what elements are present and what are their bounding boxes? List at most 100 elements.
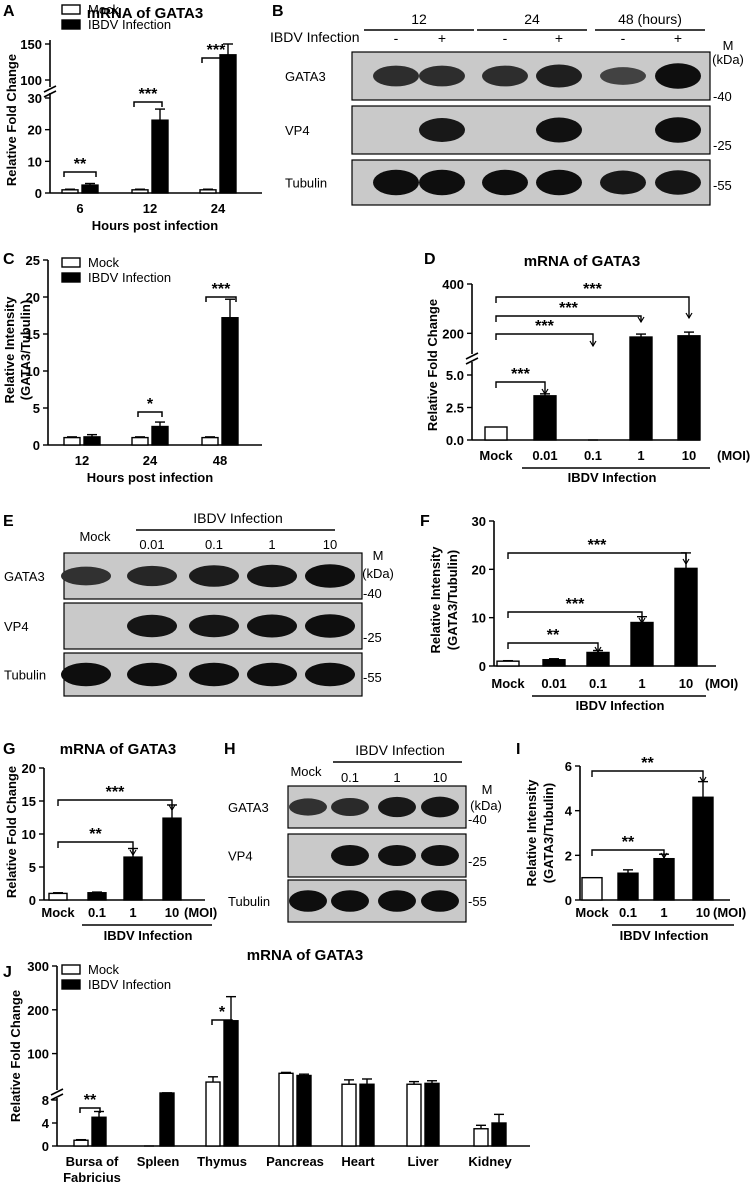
y-axis-label: Relative Intensity bbox=[428, 546, 443, 654]
y-tick-label: 0 bbox=[479, 659, 486, 674]
dose-label: 0.1 bbox=[205, 537, 223, 552]
x-axis-label: IBDV Infection bbox=[568, 470, 657, 485]
significance-stars: *** bbox=[511, 366, 530, 383]
bar-infection bbox=[83, 436, 101, 446]
blot-band bbox=[655, 117, 701, 143]
blot-row-label: Tubulin bbox=[228, 894, 270, 909]
significance-bracket bbox=[211, 1019, 233, 1025]
infection-label: IBDV Infection bbox=[355, 742, 445, 758]
y-tick-label: 6 bbox=[565, 759, 572, 774]
timepoint-label: 12 bbox=[411, 11, 427, 27]
x-tick-label: Liver bbox=[407, 1154, 438, 1169]
significance-bracket bbox=[63, 171, 97, 177]
chart-title: mRNA of GATA3 bbox=[60, 741, 176, 758]
y-axis-label: Relative Fold Change bbox=[4, 54, 19, 186]
bar-infection bbox=[491, 1122, 507, 1147]
significance-stars: *** bbox=[583, 281, 602, 298]
axis-break-mark bbox=[43, 85, 57, 93]
bar-mock bbox=[278, 1072, 294, 1147]
arrow-head bbox=[594, 646, 602, 654]
marker-size: -40 bbox=[713, 89, 732, 104]
x-tick-label: 12 bbox=[75, 453, 89, 468]
marker-label: M bbox=[723, 38, 734, 53]
lane-sign: + bbox=[674, 30, 682, 46]
bar-infection bbox=[629, 336, 653, 441]
bar-mock bbox=[406, 1083, 422, 1147]
bar-infection bbox=[123, 856, 143, 901]
significance-bracket bbox=[201, 57, 231, 63]
bar-infection bbox=[159, 1092, 175, 1147]
y-tick-label: 0 bbox=[35, 186, 42, 201]
marker-size: -40 bbox=[363, 586, 382, 601]
legend-label: Mock bbox=[88, 962, 120, 977]
y-tick-label: 150 bbox=[20, 37, 42, 52]
x-tick-label: 1 bbox=[660, 905, 667, 920]
blot-band bbox=[331, 844, 369, 867]
x-axis-label: Hours post infection bbox=[87, 470, 213, 485]
chart-title: mRNA of GATA3 bbox=[87, 5, 203, 22]
legend-label: IBDV Infection bbox=[88, 17, 171, 32]
significance-bracket bbox=[591, 849, 665, 858]
blot-band bbox=[421, 844, 459, 867]
bar-infection bbox=[296, 1074, 312, 1147]
blot-band bbox=[189, 662, 239, 687]
y-tick-label: 400 bbox=[442, 277, 464, 292]
blot-band bbox=[247, 564, 297, 588]
chart-title: mRNA of GATA3 bbox=[524, 253, 640, 270]
y-tick-label: 5 bbox=[33, 401, 40, 416]
bar-infection bbox=[219, 54, 237, 194]
legend-swatch-infection bbox=[61, 979, 81, 990]
blot-band bbox=[536, 117, 582, 143]
bar-mock bbox=[496, 660, 520, 667]
dose-label: 0.01 bbox=[139, 537, 164, 552]
axis-break-mark bbox=[50, 1093, 64, 1101]
bar-mock bbox=[341, 1083, 357, 1147]
panel-letter: C bbox=[3, 251, 15, 268]
blot-band bbox=[289, 890, 327, 912]
marker-label: (kDa) bbox=[362, 566, 394, 581]
dose-label: 10 bbox=[433, 770, 447, 785]
axis-break-mark bbox=[465, 357, 479, 365]
bar-mock bbox=[581, 876, 603, 901]
blot-band bbox=[189, 614, 239, 638]
y-tick-label: 20 bbox=[22, 761, 36, 776]
significance-stars: *** bbox=[588, 537, 607, 554]
bar-mock bbox=[201, 436, 219, 446]
blot-band bbox=[482, 65, 528, 87]
legend-label: IBDV Infection bbox=[88, 977, 171, 992]
blot-band bbox=[247, 662, 297, 687]
blot-row-label: VP4 bbox=[285, 123, 310, 138]
blot-row-label: Tubulin bbox=[4, 668, 46, 683]
blot-band bbox=[536, 169, 582, 196]
legend-label: IBDV Infection bbox=[88, 270, 171, 285]
bar-infection bbox=[359, 1083, 375, 1147]
blot-band bbox=[127, 662, 177, 687]
significance-stars: *** bbox=[139, 86, 158, 103]
blot-band bbox=[305, 614, 355, 638]
significance-bracket bbox=[591, 770, 704, 782]
y-tick-label: 4 bbox=[42, 1116, 50, 1131]
significance-bracket bbox=[57, 799, 173, 810]
bar-infection bbox=[87, 892, 107, 901]
significance-bracket bbox=[507, 552, 687, 564]
y-tick-label: 30 bbox=[28, 91, 42, 106]
significance-stars: *** bbox=[566, 596, 585, 613]
blot-band bbox=[378, 844, 416, 867]
panel-e: Mock IBDV Infection 0.01 0.1 1 10 GATA3 VP4 Tubu… bbox=[4, 510, 394, 697]
blot-band bbox=[600, 67, 646, 85]
blot-row-label: GATA3 bbox=[4, 569, 45, 584]
x-tick-label: 24 bbox=[211, 201, 226, 216]
y-tick-label: 10 bbox=[28, 154, 42, 169]
x-tick-label: Spleen bbox=[137, 1154, 180, 1169]
y-axis-label: Relative Fold Change bbox=[425, 299, 440, 431]
x-axis-label: IBDV Infection bbox=[104, 928, 193, 943]
x-tick-label: 24 bbox=[143, 453, 158, 468]
x-tick-label: 48 bbox=[213, 453, 227, 468]
panel-letter: H bbox=[224, 741, 236, 758]
y-tick-label: 300 bbox=[27, 959, 49, 974]
blot-band bbox=[378, 796, 416, 818]
blot-band bbox=[127, 565, 177, 587]
axis-break-mark bbox=[465, 352, 479, 360]
blot-band bbox=[419, 118, 465, 142]
